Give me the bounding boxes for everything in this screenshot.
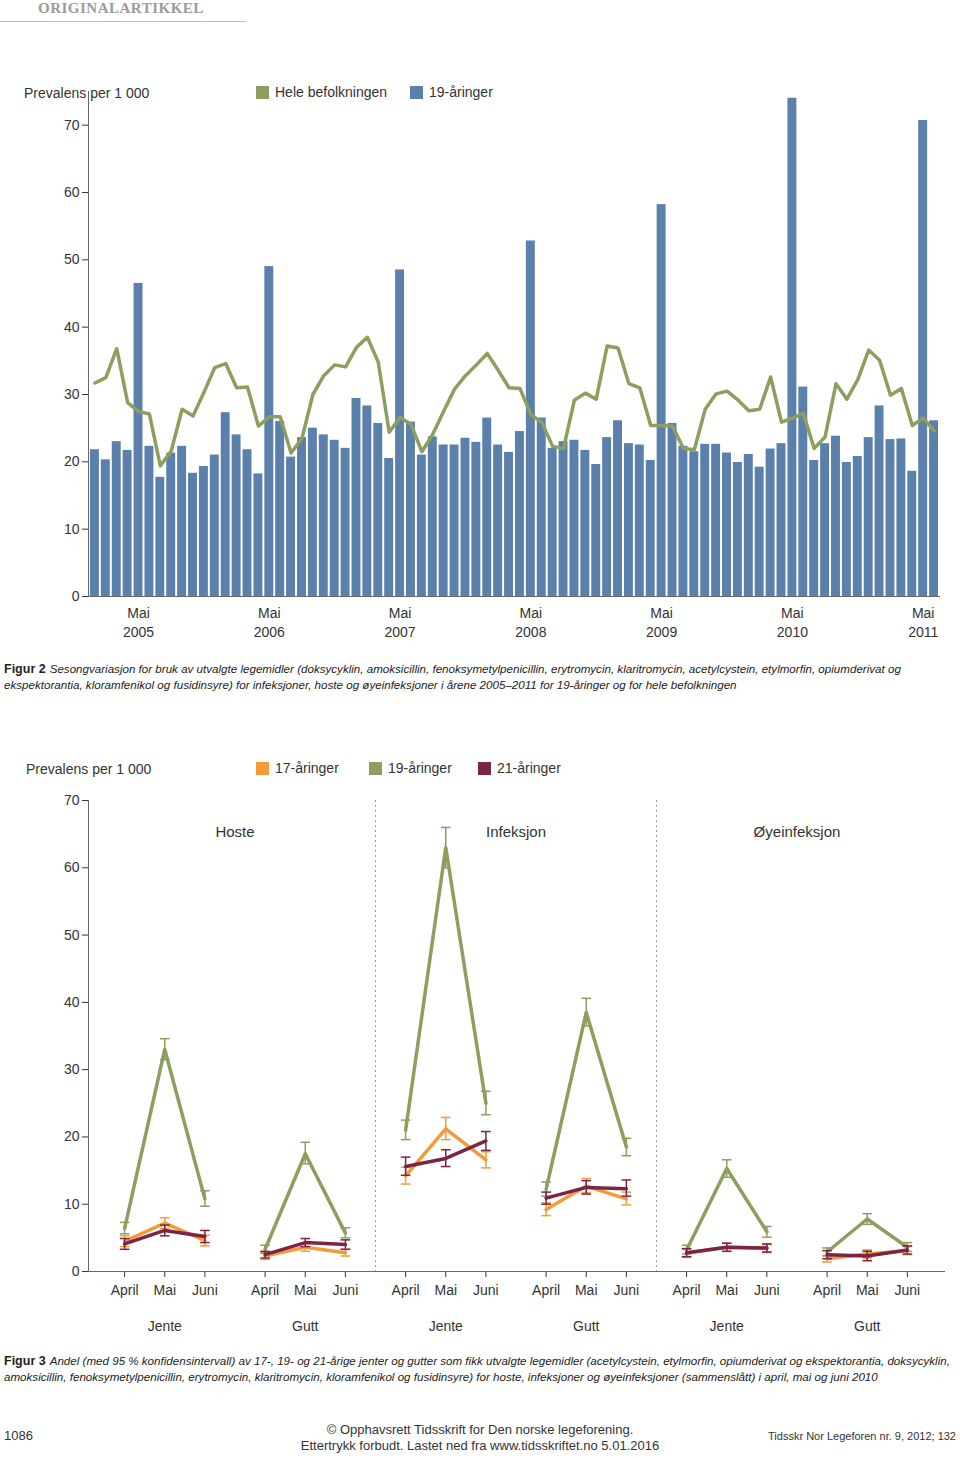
svg-text:Mai: Mai <box>153 1282 176 1298</box>
svg-text:60: 60 <box>64 184 80 200</box>
svg-text:Mai: Mai <box>650 605 673 621</box>
svg-text:2007: 2007 <box>384 624 415 640</box>
svg-text:Jente: Jente <box>148 1318 182 1334</box>
svg-text:Mai: Mai <box>389 605 412 621</box>
svg-text:2009: 2009 <box>646 624 677 640</box>
svg-text:Infeksjon: Infeksjon <box>486 823 546 840</box>
svg-text:0: 0 <box>72 588 80 604</box>
html-text:Figur 2 Sesongvariasjon for br: Figur 2 Sesongvariasjon for bruk av utva… <box>4 662 901 691</box>
html-text:1086: 1086 <box>4 1428 33 1443</box>
svg-text:Juni: Juni <box>895 1282 921 1298</box>
svg-text:Juni: Juni <box>473 1282 499 1298</box>
svg-text:April: April <box>673 1282 701 1298</box>
svg-text:60: 60 <box>64 859 80 875</box>
svg-text:50: 50 <box>64 251 80 267</box>
svg-text:Juni: Juni <box>614 1282 640 1298</box>
html-text:Hele befolkningen: Hele befolkningen <box>275 84 388 100</box>
svg-text:April: April <box>532 1282 560 1298</box>
html-text:Prevalens per 1 000: Prevalens per 1 000 <box>24 85 150 101</box>
svg-text:Mai: Mai <box>781 605 804 621</box>
svg-text:0: 0 <box>72 1263 80 1279</box>
svg-text:2011: 2011 <box>908 624 938 640</box>
svg-text:Juni: Juni <box>333 1282 359 1298</box>
svg-text:Mai: Mai <box>127 605 150 621</box>
svg-text:Mai: Mai <box>434 1282 457 1298</box>
svg-text:Mai: Mai <box>715 1282 738 1298</box>
svg-text:Juni: Juni <box>192 1282 218 1298</box>
svg-text:Jente: Jente <box>710 1318 744 1334</box>
svg-text:Mai: Mai <box>520 605 543 621</box>
svg-text:Juni: Juni <box>754 1282 780 1298</box>
svg-text:30: 30 <box>64 386 80 402</box>
svg-text:Øyeinfeksjon: Øyeinfeksjon <box>754 823 841 840</box>
html-text:© Opphavsrett Tidsskrift for D: © Opphavsrett Tidsskrift for Den norske … <box>326 1422 634 1437</box>
svg-text:20: 20 <box>64 1128 80 1144</box>
html-text:Prevalens per 1 000: Prevalens per 1 000 <box>26 761 152 777</box>
svg-text:30: 30 <box>64 1061 80 1077</box>
svg-text:2008: 2008 <box>515 624 546 640</box>
svg-text:Mai: Mai <box>258 605 281 621</box>
svg-text:Hoste: Hoste <box>215 823 254 840</box>
html-text:Ettertrykk forbudt. Lastet ned: Ettertrykk forbudt. Lastet ned fra www.t… <box>300 1438 660 1453</box>
svg-text:Mai: Mai <box>856 1282 879 1298</box>
svg-text:40: 40 <box>64 319 80 335</box>
html-text:21-åringer: 21-åringer <box>497 760 561 776</box>
svg-text:10: 10 <box>64 1196 80 1212</box>
svg-text:Gutt: Gutt <box>573 1318 600 1334</box>
html-text:Tidsskr Nor Legeforen nr. 9, 2: Tidsskr Nor Legeforen nr. 9, 2012; 132 <box>768 1430 956 1442</box>
svg-text:Mai: Mai <box>912 605 935 621</box>
svg-text:Jente: Jente <box>429 1318 463 1334</box>
svg-text:Gutt: Gutt <box>854 1318 881 1334</box>
html-text:19-åringer: 19-åringer <box>429 84 493 100</box>
svg-text:70: 70 <box>64 792 80 808</box>
svg-text:2010: 2010 <box>777 624 808 640</box>
svg-text:20: 20 <box>64 453 80 469</box>
svg-text:Mai: Mai <box>575 1282 598 1298</box>
svg-text:2006: 2006 <box>254 624 285 640</box>
svg-text:April: April <box>251 1282 279 1298</box>
svg-text:10: 10 <box>64 521 80 537</box>
svg-text:April: April <box>111 1282 139 1298</box>
svg-text:April: April <box>813 1282 841 1298</box>
html-text:Figur 3 Andel (med 95 % konfid: Figur 3 Andel (med 95 % konfidensinterva… <box>4 1354 950 1383</box>
html-text:ORIGINALARTIKKEL: ORIGINALARTIKKEL <box>38 0 204 16</box>
svg-text:Mai: Mai <box>294 1282 317 1298</box>
svg-text:Gutt: Gutt <box>292 1318 319 1334</box>
svg-text:40: 40 <box>64 994 80 1010</box>
html-text:17-åringer: 17-åringer <box>275 760 339 776</box>
svg-text:70: 70 <box>64 117 80 133</box>
svg-text:50: 50 <box>64 927 80 943</box>
html-text:19-åringer: 19-åringer <box>388 760 452 776</box>
svg-text:2005: 2005 <box>123 624 154 640</box>
svg-text:April: April <box>392 1282 420 1298</box>
